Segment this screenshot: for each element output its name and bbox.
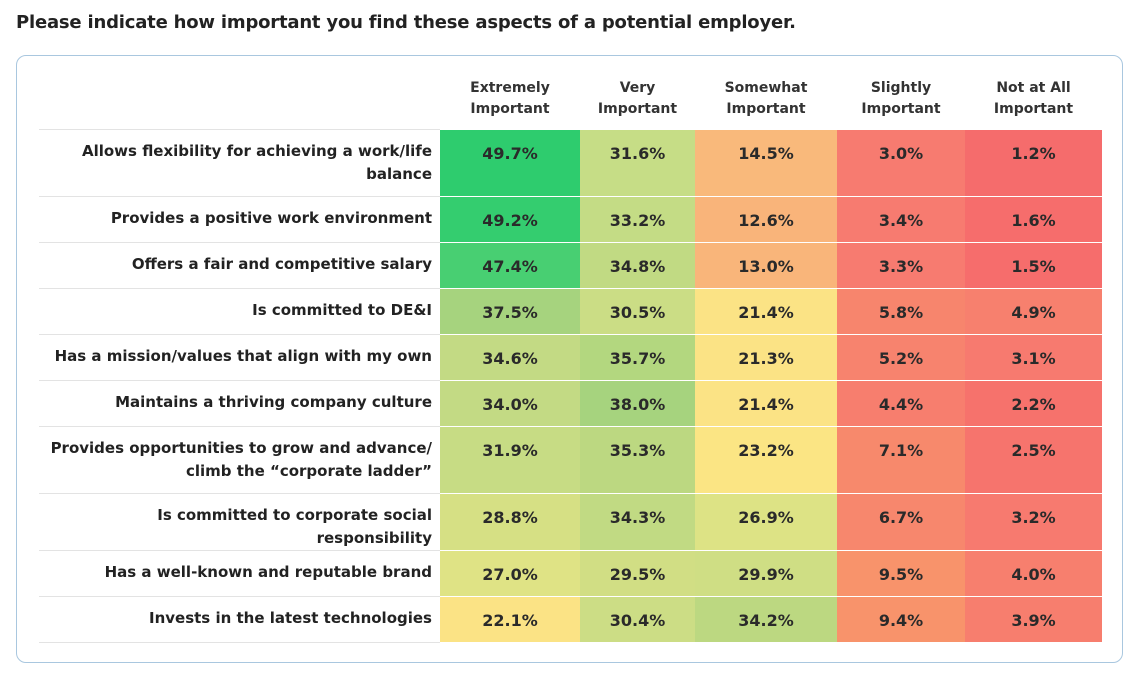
table-row: Has a mission/values that align with my …	[39, 333, 1102, 380]
value-cell-extremely: 31.9%	[440, 425, 580, 493]
value-cell-slightly: 9.5%	[837, 549, 965, 596]
value-cell-very: 38.0%	[580, 379, 695, 426]
value-cell-very: 33.2%	[580, 195, 695, 242]
row-label: Invests in the latest technologies	[39, 595, 440, 643]
value-cell-not-at-all: 3.2%	[965, 492, 1102, 550]
value-cell-not-at-all: 2.5%	[965, 425, 1102, 493]
value-cell-extremely: 37.5%	[440, 287, 580, 334]
value-cell-slightly: 7.1%	[837, 425, 965, 493]
value-cell-slightly: 3.3%	[837, 241, 965, 288]
table-row: Offers a fair and competitive salary 47.4…	[39, 241, 1102, 288]
col-header-extremely-important: Extremely Important	[470, 80, 550, 117]
value-cell-somewhat: 21.3%	[695, 333, 837, 380]
value-cell-somewhat: 34.2%	[695, 595, 837, 642]
value-cell-not-at-all: 1.6%	[965, 195, 1102, 242]
value-cell-very: 31.6%	[580, 128, 695, 196]
col-header-very-important: Very Important	[597, 80, 678, 117]
value-cell-somewhat: 13.0%	[695, 241, 837, 288]
table-row: Maintains a thriving company culture 34.0…	[39, 379, 1102, 426]
value-cell-somewhat: 21.4%	[695, 379, 837, 426]
value-cell-extremely: 34.6%	[440, 333, 580, 380]
col-header-slightly-important: Slightly Important	[861, 80, 941, 117]
value-cell-very: 30.5%	[580, 287, 695, 334]
table-row: Is committed to corporate social respons…	[39, 492, 1102, 550]
value-cell-extremely: 49.2%	[440, 195, 580, 242]
table-row: Has a well-known and reputable brand 27.0…	[39, 549, 1102, 596]
value-cell-very: 35.3%	[580, 425, 695, 493]
value-cell-slightly: 3.0%	[837, 128, 965, 196]
value-cell-slightly: 4.4%	[837, 379, 965, 426]
value-cell-not-at-all: 4.0%	[965, 549, 1102, 596]
table-row: Provides a positive work environment 49.2…	[39, 195, 1102, 242]
table-row: Invests in the latest technologies 22.1% 3…	[39, 595, 1102, 643]
value-cell-somewhat: 29.9%	[695, 549, 837, 596]
value-cell-extremely: 27.0%	[440, 549, 580, 596]
row-label: Allows flexibility for achieving a work/…	[39, 128, 440, 196]
row-label: Maintains a thriving company culture	[39, 379, 440, 426]
results-table: Extremely Important Very Important Somewha…	[39, 66, 1102, 643]
row-label: Has a mission/values that align with my …	[39, 333, 440, 380]
survey-question: Please indicate how important you find t…	[16, 12, 796, 33]
col-header-not-at-all-important: Not at All Important	[993, 80, 1074, 117]
value-cell-not-at-all: 1.2%	[965, 128, 1102, 196]
value-cell-somewhat: 21.4%	[695, 287, 837, 334]
row-label: Is committed to corporate social respons…	[39, 492, 440, 550]
col-header-somewhat-important: Somewhat Important	[724, 80, 808, 117]
value-cell-extremely: 49.7%	[440, 128, 580, 196]
value-cell-extremely: 22.1%	[440, 595, 580, 642]
row-label: Provides a positive work environment	[39, 195, 440, 242]
value-cell-slightly: 9.4%	[837, 595, 965, 642]
value-cell-very: 34.8%	[580, 241, 695, 288]
value-cell-extremely: 34.0%	[440, 379, 580, 426]
value-cell-extremely: 28.8%	[440, 492, 580, 550]
value-cell-extremely: 47.4%	[440, 241, 580, 288]
table-row: Allows flexibility for achieving a work/…	[39, 128, 1102, 196]
value-cell-very: 34.3%	[580, 492, 695, 550]
value-cell-not-at-all: 3.9%	[965, 595, 1102, 642]
value-cell-very: 35.7%	[580, 333, 695, 380]
value-cell-not-at-all: 2.2%	[965, 379, 1102, 426]
value-cell-somewhat: 26.9%	[695, 492, 837, 550]
value-cell-not-at-all: 3.1%	[965, 333, 1102, 380]
value-cell-slightly: 6.7%	[837, 492, 965, 550]
table-row: Provides opportunities to grow and advan…	[39, 425, 1102, 493]
value-cell-very: 30.4%	[580, 595, 695, 642]
value-cell-very: 29.5%	[580, 549, 695, 596]
row-label: Offers a fair and competitive salary	[39, 241, 440, 288]
value-cell-not-at-all: 1.5%	[965, 241, 1102, 288]
row-label: Provides opportunities to grow and advan…	[39, 425, 440, 493]
results-card	[16, 55, 1123, 663]
value-cell-slightly: 5.2%	[837, 333, 965, 380]
value-cell-slightly: 5.8%	[837, 287, 965, 334]
value-cell-not-at-all: 4.9%	[965, 287, 1102, 334]
value-cell-somewhat: 14.5%	[695, 128, 837, 196]
row-label: Is committed to DE&I	[39, 287, 440, 334]
header-blank	[39, 66, 440, 129]
value-cell-somewhat: 12.6%	[695, 195, 837, 242]
value-cell-somewhat: 23.2%	[695, 425, 837, 493]
value-cell-slightly: 3.4%	[837, 195, 965, 242]
table-row: Is committed to DE&I 37.5% 30.5% 21.4% 5.8% 4…	[39, 287, 1102, 334]
row-label: Has a well-known and reputable brand	[39, 549, 440, 596]
